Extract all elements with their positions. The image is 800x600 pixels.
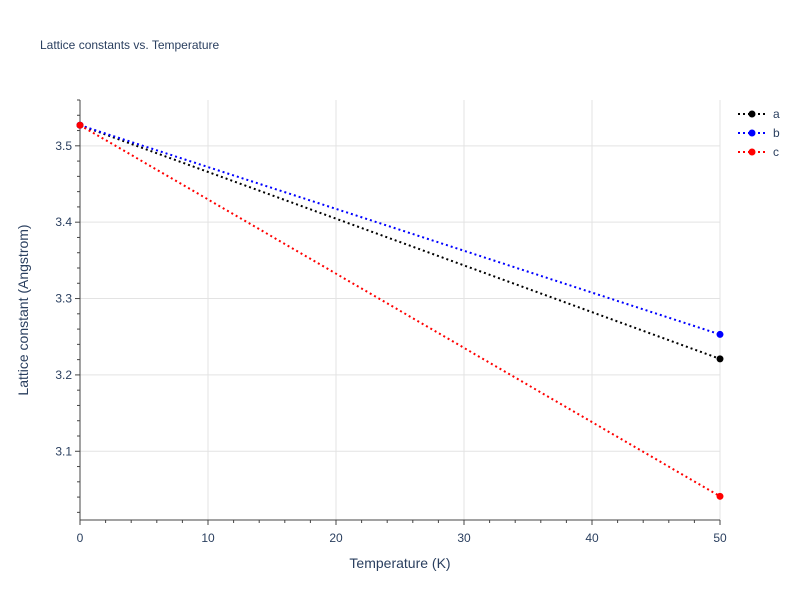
data-point-c[interactable]: [716, 492, 724, 500]
y-tick-label: 3.5: [55, 139, 72, 153]
y-tick-label: 3.3: [55, 292, 72, 306]
legend-label-a: a: [773, 107, 780, 121]
legend-item-c[interactable]: c: [738, 145, 779, 159]
legend-label-c: c: [773, 145, 779, 159]
x-axis-title: Temperature (K): [349, 555, 450, 571]
legend[interactable]: abc: [738, 107, 780, 159]
data-point-a[interactable]: [716, 355, 724, 363]
y-axis-title: Lattice constant (Angstrom): [15, 224, 31, 395]
x-tick-label: 30: [457, 531, 471, 545]
data-point-c[interactable]: [76, 121, 84, 129]
grid-layer: [80, 100, 721, 520]
axes-layer: 0 10 20 30 40 50 3.1 3.2 3.3 3.4 3.5: [55, 99, 727, 545]
legend-marker-c: [748, 148, 756, 156]
y-tick-label: 3.2: [55, 368, 72, 382]
x-tick-label: 10: [201, 531, 215, 545]
series-line-b: [79, 124, 721, 336]
x-tick-label: 0: [77, 531, 84, 545]
legend-marker-a: [748, 110, 756, 118]
legend-item-b[interactable]: b: [738, 126, 780, 140]
chart-title: Lattice constants vs. Temperature: [40, 38, 220, 52]
legend-marker-b: [748, 129, 756, 137]
series-layer: [76, 121, 724, 500]
series-line-c: [79, 124, 721, 498]
data-point-b[interactable]: [716, 330, 724, 338]
legend-label-b: b: [773, 126, 780, 140]
x-tick-label: 20: [329, 531, 343, 545]
legend-item-a[interactable]: a: [738, 107, 780, 121]
x-tick-label: 40: [585, 531, 599, 545]
x-tick-label: 50: [713, 531, 727, 545]
y-tick-label: 3.4: [55, 215, 72, 229]
series-line-a: [79, 124, 721, 360]
y-tick-label: 3.1: [55, 444, 72, 458]
